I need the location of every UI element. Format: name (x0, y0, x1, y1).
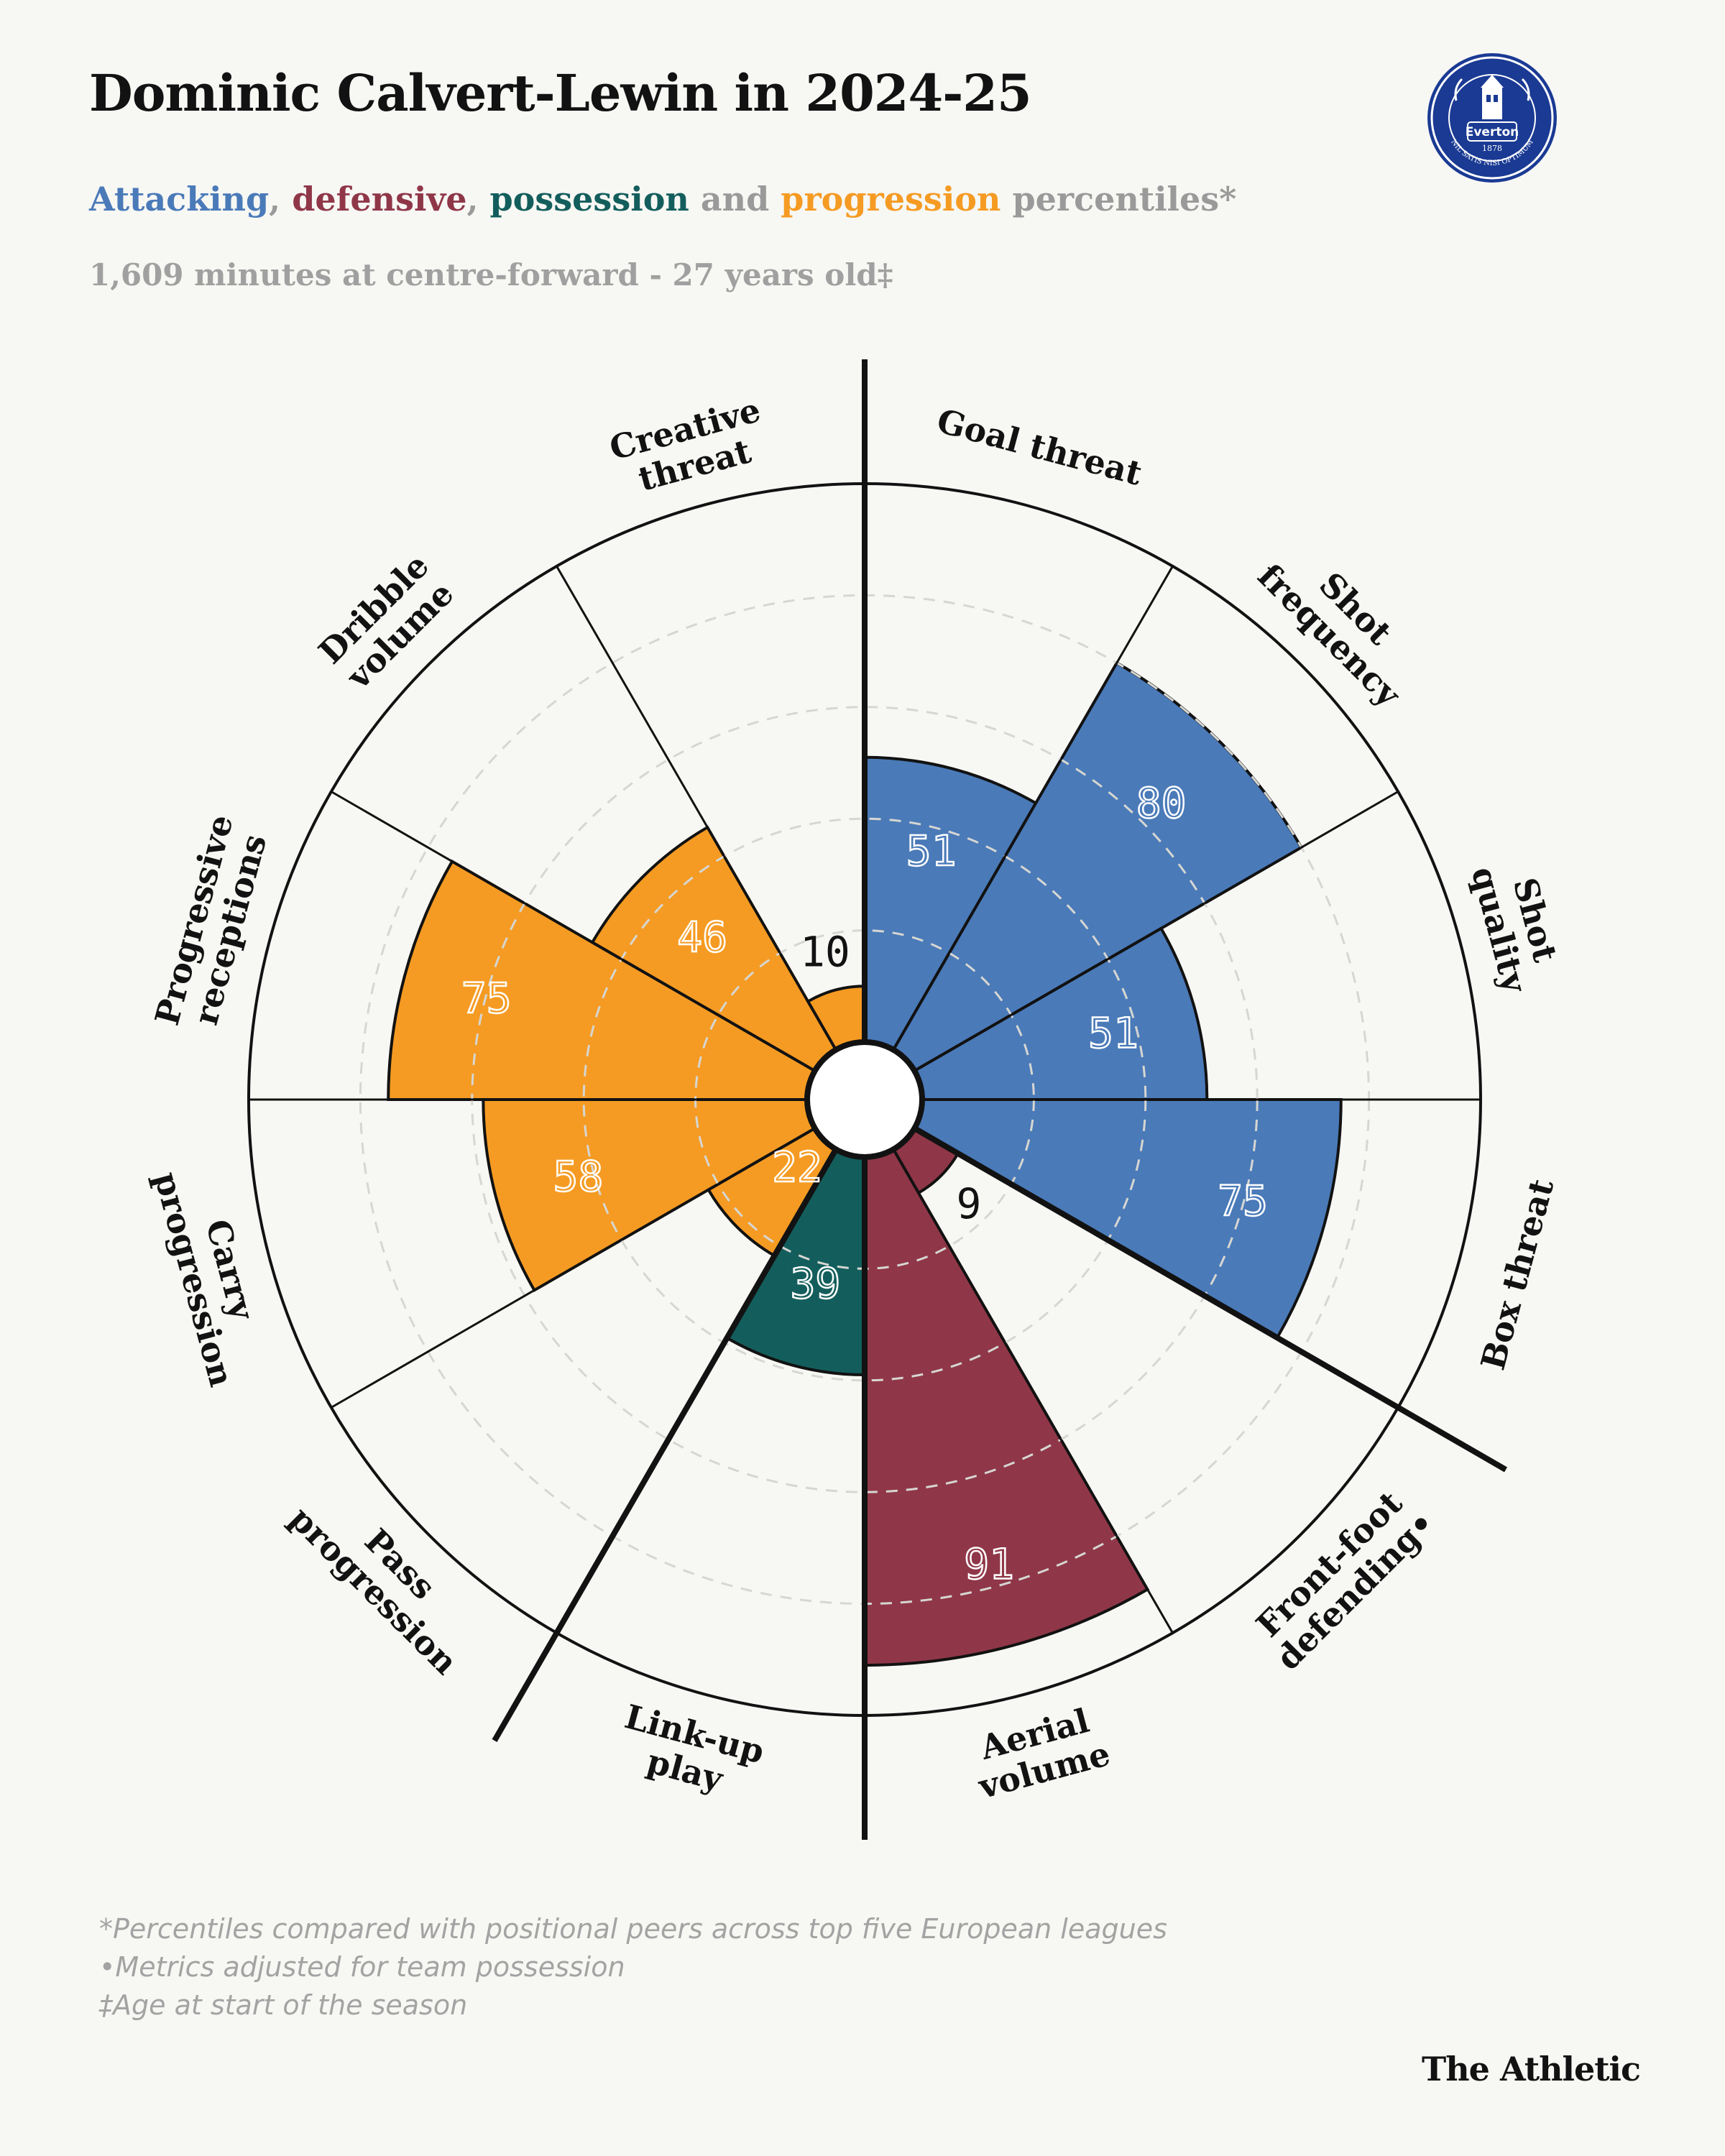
spoke-line (892, 566, 1174, 1051)
minutes-line: 1,609 minutes at centre-forward - 27 yea… (89, 257, 893, 292)
subtitle-progression: progression (781, 180, 1001, 218)
center-hub (804, 1039, 925, 1160)
value-labels: 51 80 51 75 9 91 39 22 58 75 46 10 (461, 778, 1269, 1589)
subtitle-rest: percentiles* (1000, 180, 1237, 218)
spoke-line (331, 1127, 816, 1409)
footnotes: *Percentiles compared with positional pe… (99, 1910, 1167, 2024)
footnote: ‡Age at start of the season (99, 1989, 468, 2021)
value-label: 58 (553, 1152, 603, 1201)
group-divider-line (913, 1125, 1508, 1473)
category-label: Goal threat (933, 401, 1146, 493)
spoke-line (892, 1148, 1174, 1634)
category-label: Creativethreat (605, 390, 774, 504)
chart-title: Dominic Calvert-Lewin in 2024-25 (89, 63, 1032, 123)
value-label: 9 (956, 1179, 981, 1228)
subtitle-separator: , (269, 180, 293, 218)
bar-wedges (387, 660, 1343, 1667)
spoke-line (914, 791, 1399, 1072)
category-label: Link-upplay (611, 1697, 768, 1807)
category-label: Carryprogression (147, 1158, 277, 1391)
value-label: 75 (1218, 1176, 1268, 1225)
category-label: Box threat (1473, 1174, 1562, 1374)
crest-year: 1878 (1482, 144, 1502, 153)
footnote: •Metrics adjusted for team possession (99, 1951, 625, 1983)
category-label: Shotfrequency (1251, 530, 1435, 714)
subtitle-separator: , (466, 180, 490, 218)
brand-logo-the-athletic: The Athletic (1421, 2050, 1641, 2088)
subtitle-possession: possession (489, 180, 689, 218)
value-label: 10 (800, 928, 850, 977)
value-label: 91 (964, 1539, 1014, 1588)
spoke-line (556, 566, 837, 1051)
value-label: 51 (906, 826, 957, 875)
subtitle-attacking: Attacking (89, 180, 270, 218)
category-label: Passprogression (282, 1473, 492, 1682)
value-label: 22 (772, 1143, 822, 1192)
crest-name: Everton (1466, 125, 1519, 139)
value-label: 75 (461, 974, 512, 1023)
subtitle-and: and (689, 180, 781, 218)
value-label: 51 (1088, 1008, 1138, 1057)
spoke-line (331, 791, 816, 1072)
everton-crest-logo: Everton 1878 NIL SATIS NISI OPTIMUM (1427, 53, 1557, 183)
subtitle-defensive: defensive (292, 180, 467, 218)
category-label: Front-footdefending• (1242, 1477, 1443, 1677)
value-label: 46 (677, 913, 727, 962)
value-label: 39 (790, 1259, 840, 1308)
category-label: Shotquality (1464, 853, 1571, 998)
chart-subtitle: Attacking, defensive, possession and pro… (89, 180, 1236, 218)
footnote: *Percentiles compared with positional pe… (99, 1913, 1167, 1945)
category-label: Aerialvolume (965, 1698, 1114, 1807)
category-label: Dribblevolume (311, 546, 463, 698)
group-divider-line (492, 1148, 839, 1743)
value-label: 80 (1136, 778, 1187, 827)
chart-frame (247, 359, 1508, 1840)
